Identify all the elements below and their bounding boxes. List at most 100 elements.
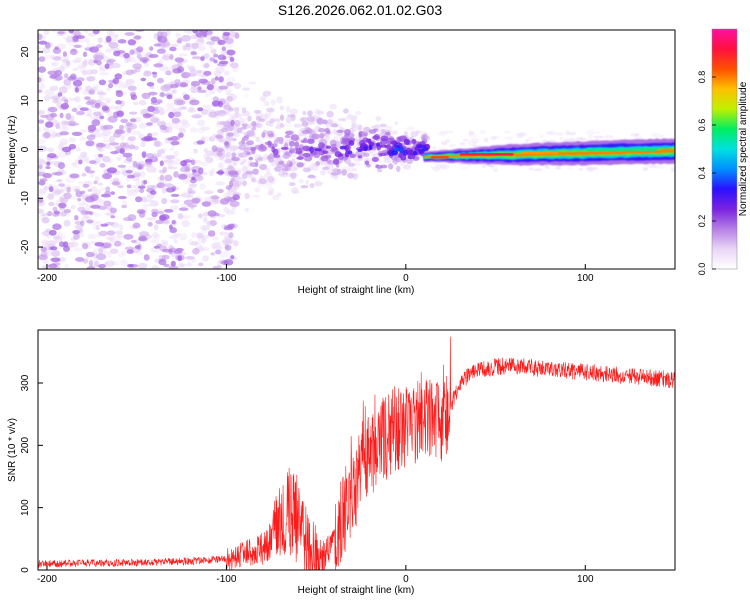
spectrogram-blob — [278, 170, 285, 177]
spectrogram-blob — [170, 260, 176, 267]
spectrogram-blob — [397, 136, 402, 143]
colorbar-gradient — [712, 29, 737, 269]
spectrogram-blob — [266, 155, 271, 160]
spectrogram-blob — [202, 217, 208, 222]
spectrogram-blob — [291, 187, 299, 194]
spectrogram-y-ticks: 20 10 0 -10 -20 — [20, 46, 43, 254]
spectrogram-blob — [85, 196, 95, 203]
spectrogram-blob — [142, 113, 152, 119]
spectrogram-blob — [102, 172, 113, 180]
spectrogram-blob — [255, 123, 263, 128]
spectrogram-blob — [261, 132, 266, 138]
spectrogram-blob — [329, 103, 337, 110]
spectrogram-blob — [151, 238, 160, 243]
spectrogram-blob — [337, 168, 342, 175]
spectrogram-blob — [82, 183, 90, 188]
spectrogram-peak — [430, 156, 449, 159]
spectrogram-blob — [463, 139, 469, 142]
spectrogram-blob — [252, 168, 259, 175]
spectrogram-blob — [260, 143, 264, 149]
spectrogram-blob — [295, 147, 303, 155]
spectrogram-blob — [358, 131, 363, 138]
spectrogram-blob — [180, 71, 191, 79]
spectrogram-blob — [171, 117, 180, 124]
spectrogram-blob — [57, 31, 65, 35]
spectrogram-blob — [347, 162, 355, 167]
spectrogram-blob — [109, 248, 119, 254]
spectrogram-blob — [198, 262, 204, 267]
spectrogram-blob — [341, 169, 347, 176]
spectrogram-blob — [179, 264, 185, 267]
spectrogram-blob — [309, 146, 314, 154]
spectrogram-blob — [69, 48, 78, 56]
spectrogram-blob — [47, 70, 57, 76]
spectrogram-blob — [305, 179, 310, 186]
spectrogram-blob — [226, 96, 234, 102]
x-tick-label: -100 — [216, 273, 236, 284]
spectrogram-blob — [115, 129, 125, 135]
spectrogram-blob — [113, 50, 121, 57]
spectrogram-blob — [223, 226, 234, 231]
spectrogram-blob — [92, 30, 100, 35]
spectrogram-blob — [559, 136, 564, 141]
spectrogram-blob — [143, 62, 150, 67]
y-tick-label: 200 — [20, 437, 31, 454]
spectrogram-blob — [171, 220, 176, 225]
spectrogram-blob — [203, 70, 212, 76]
spectrogram-blob — [93, 59, 98, 64]
spectrogram-blob — [50, 246, 58, 251]
spectrogram-blob — [84, 96, 91, 100]
spectrogram-blob — [593, 135, 604, 139]
spectrogram-blob — [165, 155, 176, 160]
spectrogram-blob — [289, 140, 295, 147]
spectrogram-blob — [156, 182, 165, 189]
spectrogram-blob — [91, 119, 101, 126]
spectrogram-blob — [63, 219, 71, 227]
spectrogram-blob — [332, 129, 338, 135]
spectrogram-blob — [85, 101, 95, 106]
spectrogram-blob — [231, 156, 240, 162]
spectrogram-blob — [278, 160, 285, 165]
spectrogram-blob — [182, 215, 191, 220]
spectrogram-blob — [218, 76, 224, 83]
spectrogram-blob — [197, 86, 202, 91]
spectrogram-blob — [257, 156, 263, 160]
spectrogram-blob — [101, 193, 111, 198]
spectrogram-blob — [327, 119, 333, 125]
spectrogram-blob — [595, 131, 600, 134]
spectrogram-blob — [179, 119, 189, 125]
spectrogram-blob — [40, 114, 49, 118]
spectrogram-blob — [109, 135, 115, 143]
spectrogram-blob — [138, 165, 143, 170]
spectrogram-blob — [107, 30, 115, 36]
spectrogram-blob — [157, 36, 168, 43]
spectrogram-blob — [220, 128, 229, 133]
spectrogram-blob — [187, 107, 196, 113]
spectrogram-blob — [318, 128, 326, 133]
spectrogram-blob — [406, 159, 413, 165]
spectrogram-blob — [205, 156, 214, 164]
y-tick-label: 20 — [20, 46, 31, 58]
spectrogram-blob — [296, 156, 304, 160]
spectrogram-blob — [141, 92, 151, 100]
spectrogram-blob — [202, 255, 210, 262]
spectrogram-blob — [207, 230, 216, 237]
spectrogram-blob — [52, 223, 62, 230]
spectrogram-blob — [96, 253, 107, 261]
spectrogram-blob — [65, 177, 76, 184]
spectrogram-blob — [131, 239, 137, 244]
spectrogram-blob — [282, 171, 289, 175]
spectrogram-blob — [422, 133, 428, 141]
spectrogram-blob — [203, 62, 210, 69]
spectrogram-blob — [42, 173, 53, 179]
spectrogram-blob — [54, 46, 59, 50]
spectrogram-blob — [190, 80, 201, 87]
spectrogram-blob — [125, 78, 135, 86]
spectrogram-blob — [50, 74, 58, 79]
spectrogram-blob — [153, 33, 158, 40]
spectrogram-blob — [386, 143, 392, 150]
spectrogram-blob — [153, 245, 160, 249]
spectrogram-blob — [274, 166, 282, 172]
spectrogram-blob — [191, 42, 199, 50]
